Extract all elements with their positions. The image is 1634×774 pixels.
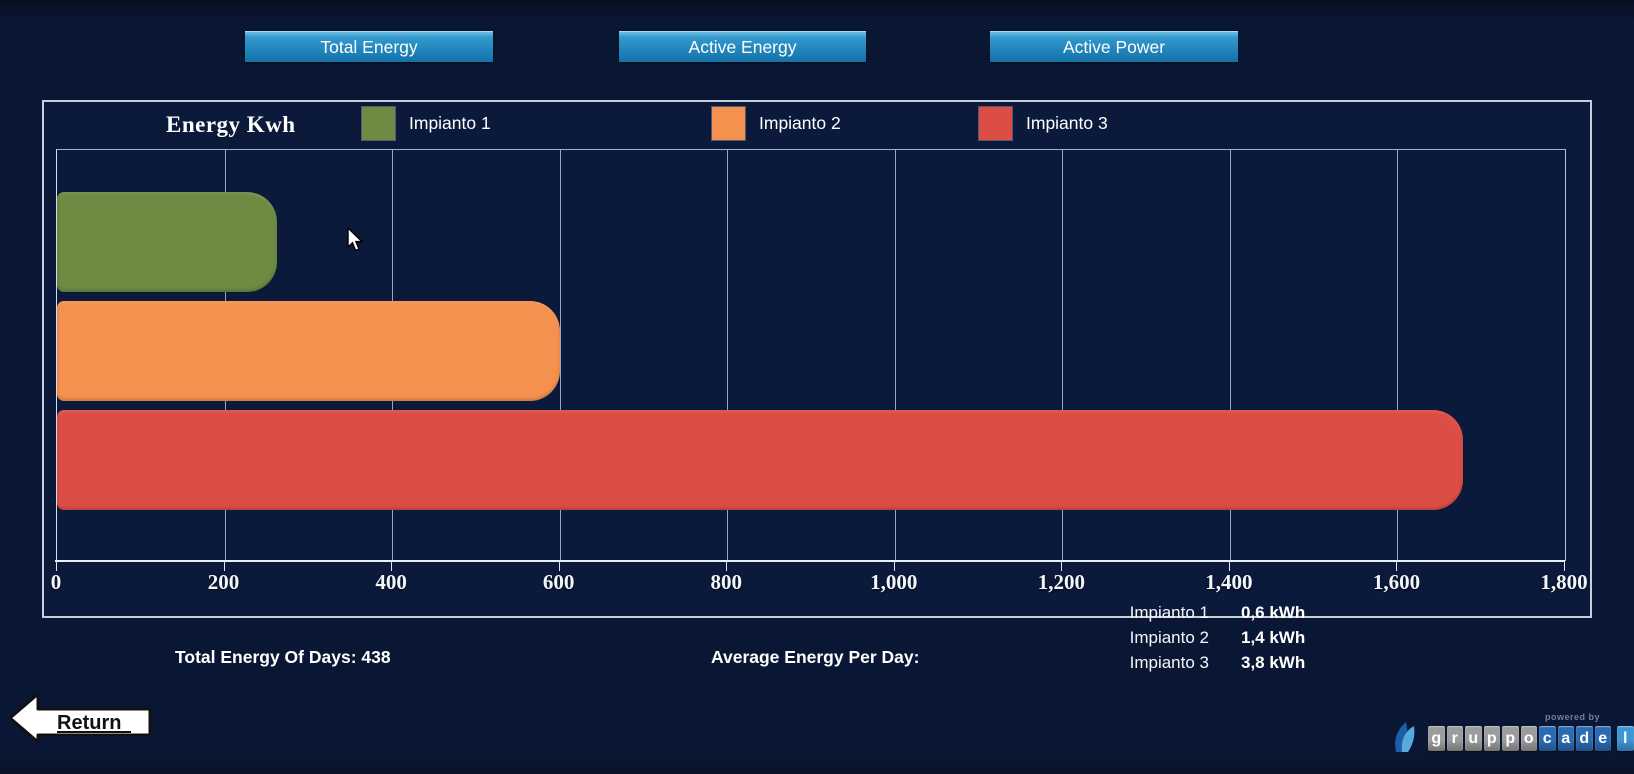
svg-text:Return: Return (57, 712, 121, 734)
gridline-600 (559, 150, 561, 561)
tick-mark (1564, 562, 1565, 571)
average-value: 1,4 kWh (1241, 628, 1306, 647)
average-name: Impianto 2 (1129, 628, 1209, 647)
average-row-impianto-3: Impianto 3 3,8 kWh (1112, 651, 1306, 675)
plot-area (56, 149, 1566, 561)
tick-mark (1228, 562, 1230, 571)
legend-label: Impianto 2 (759, 112, 841, 133)
tick-label-1800: 1,800 (1540, 570, 1588, 594)
active-energy-button[interactable]: Active Energy (619, 31, 866, 62)
legend-swatch-impianto-3 (979, 106, 1012, 140)
legend-item-impianto-3: Impianto 3 (979, 105, 1108, 141)
bar-impianto-1[interactable] (57, 192, 277, 292)
legend-swatch-impianto-1 (362, 106, 395, 140)
logo-tile-o: o (1520, 726, 1537, 751)
average-name: Impianto 1 (1129, 603, 1209, 622)
total-energy-of-days-text: Total Energy Of Days: 438 (175, 647, 391, 667)
tick-mark (1061, 562, 1063, 571)
logo-tile-e: e (1594, 726, 1611, 751)
gridline-1,400 (1229, 150, 1231, 561)
tick-mark (391, 562, 393, 571)
tick-label-0: 0 (50, 570, 62, 594)
logo-tile-a: a (1557, 726, 1574, 751)
tick-mark (1396, 562, 1398, 571)
tick-label-1000: 1,000 (870, 570, 918, 594)
logo-tile-r: r (1446, 726, 1463, 751)
gridline-800 (727, 150, 729, 561)
average-row-impianto-1: Impianto 1 0,6 kWh (1112, 601, 1306, 625)
tick-label-200: 200 (207, 570, 240, 594)
total-energy-button[interactable]: Total Energy (245, 31, 493, 62)
tick-label-1400: 1,400 (1205, 570, 1253, 594)
logo-tile-p: p (1483, 726, 1500, 751)
average-name: Impianto 3 (1129, 653, 1209, 672)
x-axis-line (55, 560, 1565, 562)
tick-mark (726, 562, 728, 571)
average-value: 3,8 kWh (1241, 653, 1306, 672)
back-arrow-icon (8, 692, 152, 744)
legend-label: Impianto 3 (1026, 112, 1108, 133)
return-button[interactable]: Return (2, 688, 172, 750)
gridline-1,000 (894, 150, 896, 561)
tick-mark (223, 562, 225, 571)
gridline-1,200 (1062, 150, 1064, 561)
gridline-1,600 (1397, 150, 1399, 561)
bar-impianto-2[interactable] (57, 301, 560, 401)
logo-tile-p: p (1502, 726, 1519, 751)
logo-tile-l: l (1617, 726, 1634, 751)
bar-impianto-3[interactable] (57, 410, 1463, 510)
logo-tile-u: u (1465, 726, 1482, 751)
average-value: 0,6 kWh (1241, 603, 1306, 622)
logo-tile-c: c (1539, 726, 1556, 751)
average-values-table: Impianto 1 0,6 kWh Impianto 2 1,4 kWh Im… (1112, 601, 1306, 675)
logo-tile-g: g (1428, 726, 1445, 751)
legend-swatch-impianto-2 (712, 106, 745, 140)
tick-mark (56, 562, 57, 571)
tick-label-600: 600 (542, 570, 575, 594)
powered-by-text: powered by (1544, 712, 1600, 722)
logo-leaf-icon (1395, 722, 1415, 752)
legend-item-impianto-2: Impianto 2 (712, 105, 841, 141)
legend-item-impianto-1: Impianto 1 (362, 105, 491, 141)
tick-mark (893, 562, 895, 571)
average-row-impianto-2: Impianto 2 1,4 kWh (1112, 626, 1306, 650)
tick-label-800: 800 (710, 570, 742, 594)
logo-tile-d: d (1576, 726, 1593, 751)
tick-label-400: 400 (375, 570, 407, 594)
average-energy-per-day-text: Average Energy Per Day: (711, 647, 920, 667)
chart-title: Energy Kwh (166, 112, 296, 137)
tick-label-1200: 1,200 (1037, 570, 1085, 594)
legend-label: Impianto 1 (409, 112, 491, 133)
tick-label-1600: 1,600 (1372, 570, 1421, 594)
active-power-button[interactable]: Active Power (990, 31, 1238, 62)
energy-chart-panel: Energy Kwh Impianto 1 Impianto 2 Impiant… (42, 100, 1592, 618)
tick-mark (558, 562, 560, 571)
